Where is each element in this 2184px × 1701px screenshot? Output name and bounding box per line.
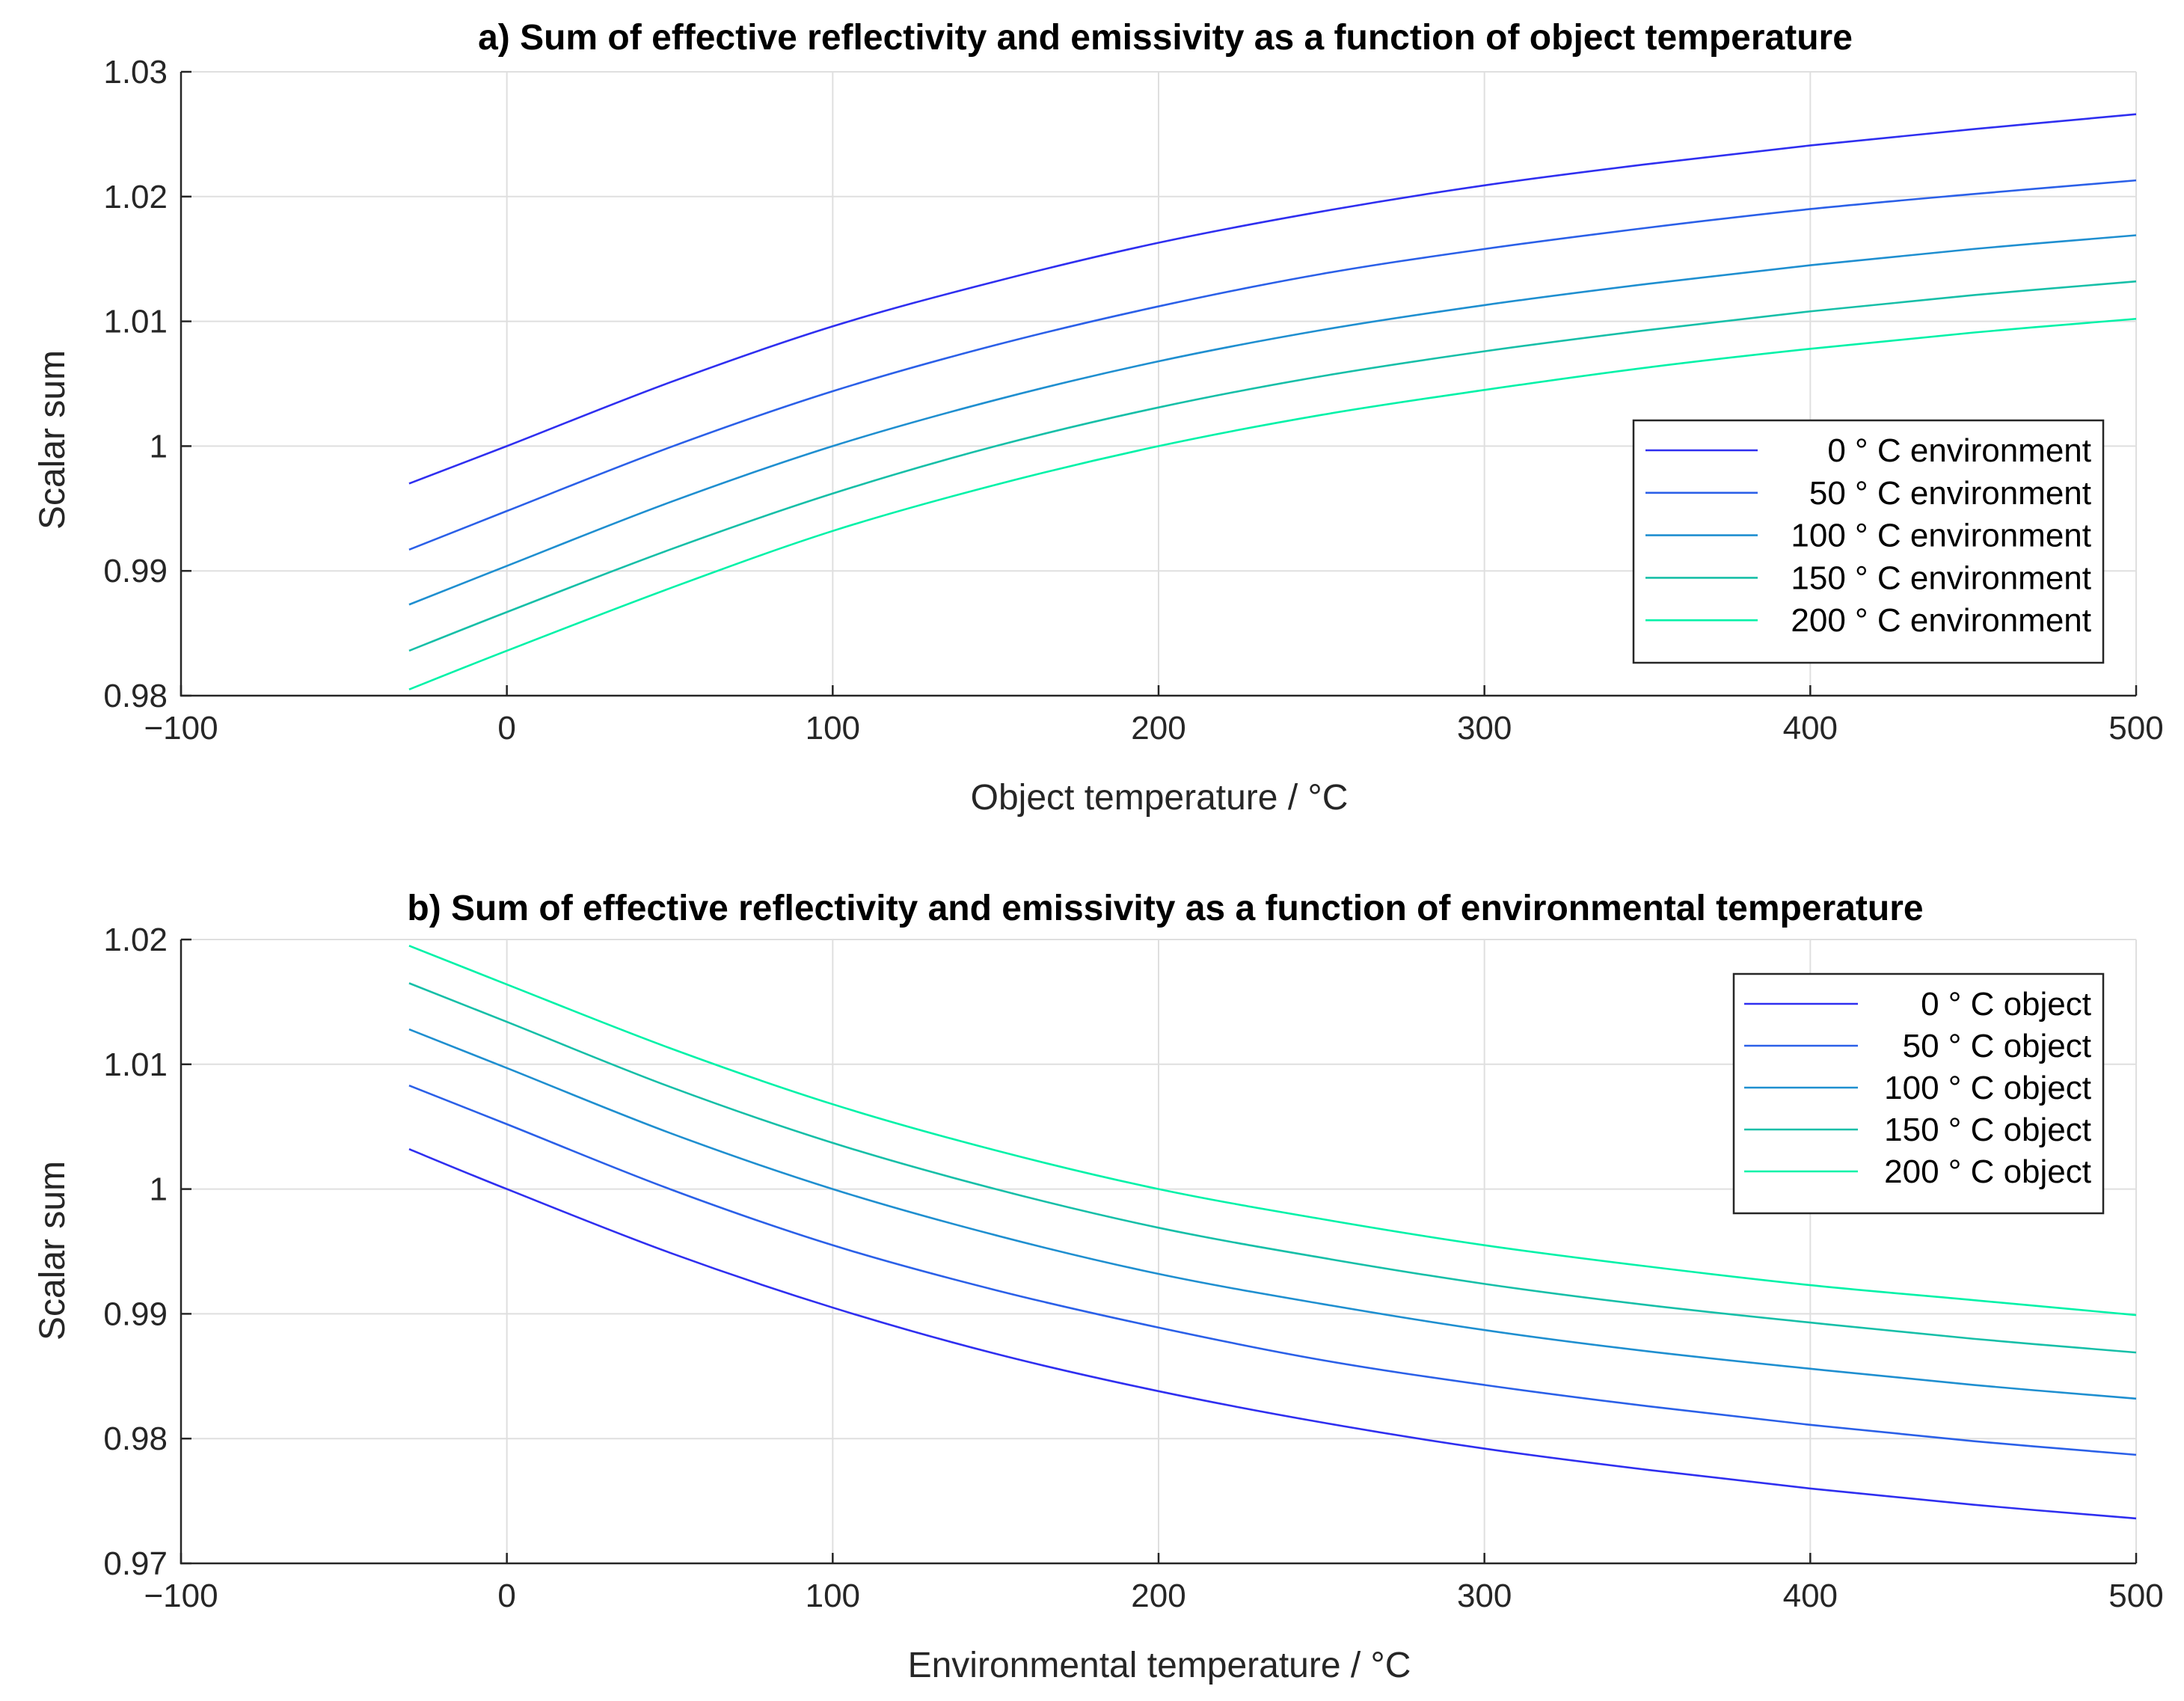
chart-a-xtick-label: 500 bbox=[2108, 710, 2163, 747]
chart-b-xlabel: Environmental temperature / °C bbox=[908, 1646, 1411, 1685]
chart-b-series-line bbox=[408, 1084, 2137, 1456]
chart-b-ylabel: Scalar sum bbox=[33, 1161, 73, 1340]
chart-a-series-line bbox=[408, 179, 2137, 551]
chart-a-legend-label: 50 ° C environment bbox=[1809, 475, 2091, 512]
chart-b-ytick-label: 1 bbox=[150, 1171, 168, 1208]
chart-a-legend-box bbox=[1632, 419, 2105, 664]
chart-b-xtick-label: 200 bbox=[1131, 1578, 1185, 1614]
chart-b-ytick-label: 1.01 bbox=[103, 1046, 168, 1083]
chart-a-xtick-label: 200 bbox=[1131, 710, 1185, 747]
chart-b-legend-label: 50 ° C object bbox=[1903, 1028, 2091, 1064]
chart-a-ytick-label: 0.98 bbox=[103, 678, 168, 714]
chart-a: a) Sum of effective reflectivity and emi… bbox=[33, 18, 2164, 818]
chart-a-xlabel: Object temperature / °C bbox=[971, 778, 1349, 818]
chart-b-ytick-label: 0.98 bbox=[103, 1420, 168, 1457]
chart-b-xtick-label: −100 bbox=[144, 1578, 218, 1614]
chart-a-series-line bbox=[408, 234, 2137, 606]
chart-a-legend-label: 200 ° C environment bbox=[1791, 602, 2091, 639]
chart-b-xtick-label: 400 bbox=[1783, 1578, 1838, 1614]
chart-b-series-line bbox=[408, 1028, 2137, 1400]
chart-b-legend: 0 ° C object 50 ° C object 100 ° C object 1… bbox=[1732, 972, 2105, 1215]
chart-b-legend-label: 150 ° C object bbox=[1884, 1112, 2091, 1148]
chart-a-ytick-label: 1.02 bbox=[103, 179, 168, 215]
chart-b-title: b) Sum of effective reflectivity and emi… bbox=[407, 889, 1923, 928]
chart-b-legend-box bbox=[1732, 972, 2105, 1215]
chart-a-legend-label: 0 ° C environment bbox=[1827, 432, 2091, 469]
chart-a-legend: 0 ° C environment 50 ° C environment 100 °… bbox=[1632, 419, 2105, 664]
chart-a-ytick-label: 1.01 bbox=[103, 304, 168, 340]
chart-a-xtick-label: −100 bbox=[144, 710, 218, 747]
chart-a-xtick-label: 400 bbox=[1783, 710, 1838, 747]
chart-a-legend-label: 150 ° C environment bbox=[1791, 560, 2091, 596]
chart-b-legend-label: 0 ° C object bbox=[1921, 986, 2091, 1023]
chart-b-legend-label: 200 ° C object bbox=[1884, 1153, 2091, 1190]
chart-b-xtick-label: 300 bbox=[1457, 1578, 1512, 1614]
chart-a-legend-label: 100 ° C environment bbox=[1791, 518, 2091, 554]
chart-a-xtick-label: 0 bbox=[497, 710, 515, 747]
chart-b-series-line bbox=[408, 945, 2137, 1317]
chart-b-xtick-label: 100 bbox=[806, 1578, 860, 1614]
chart-a-ytick-label: 1.03 bbox=[103, 54, 168, 91]
chart-a-series-line bbox=[408, 113, 2137, 485]
chart-b-legend-label: 100 ° C object bbox=[1884, 1070, 2091, 1106]
chart-b-ytick-label: 0.97 bbox=[103, 1545, 168, 1582]
chart-a-xtick-label: 100 bbox=[806, 710, 860, 747]
chart-b: b) Sum of effective reflectivity and emi… bbox=[33, 889, 2164, 1685]
chart-a-ylabel: Scalar sum bbox=[33, 350, 73, 530]
chart-a-ytick-label: 1 bbox=[150, 428, 168, 465]
chart-b-series-line bbox=[408, 1148, 2137, 1520]
chart-b-ytick-label: 0.99 bbox=[103, 1296, 168, 1332]
chart-b-ytick-label: 1.02 bbox=[103, 922, 168, 958]
chart-b-series-line bbox=[408, 982, 2137, 1354]
chart-b-xtick-label: 500 bbox=[2108, 1578, 2163, 1614]
chart-a-ytick-label: 0.99 bbox=[103, 553, 168, 589]
chart-a-series-line bbox=[408, 280, 2137, 652]
chart-a-series-line bbox=[408, 317, 2137, 690]
chart-a-xtick-label: 300 bbox=[1457, 710, 1512, 747]
chart-b-xtick-label: 0 bbox=[497, 1578, 515, 1614]
chart-a-title: a) Sum of effective reflectivity and emi… bbox=[478, 18, 1853, 58]
